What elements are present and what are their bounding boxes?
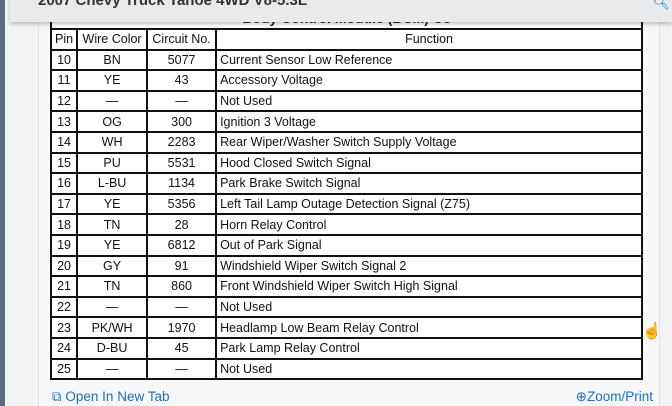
table-row: 13 OG 300 Ignition 3 Voltage	[49, 110, 643, 133]
wire-color-cell: —	[76, 357, 149, 381]
circuit-cell: —	[146, 89, 218, 113]
function-cell: Hood Closed Switch Signal	[215, 151, 643, 175]
function-cell: Rear Wiper/Washer Switch Supply Voltage	[215, 130, 643, 154]
wire-color-cell: —	[76, 295, 149, 319]
function-cell: Left Tail Lamp Outage Detection Signal (…	[215, 192, 643, 216]
wire-color-cell: OG	[76, 110, 149, 133]
pin-cell: 19	[49, 233, 79, 257]
circuit-cell: 5531	[146, 151, 218, 175]
wire-color-cell: PK/WH	[76, 316, 149, 339]
circuit-cell: 2283	[146, 130, 218, 154]
pin-cell: 17	[49, 192, 79, 216]
table-row: 24 D-BU 45 Park Lamp Relay Control	[49, 336, 643, 360]
new-tab-icon: ⧉	[52, 389, 62, 404]
function-cell: Windshield Wiper Switch Signal 2	[215, 254, 643, 278]
pin-cell: 18	[49, 213, 79, 236]
header-title: 2007 Chevy Truck Tahoe 4WD V8-5.3L	[38, 0, 307, 9]
table-row: 14 WH 2283 Rear Wiper/Washer Switch Supply …	[49, 130, 643, 154]
column-header: Circuit No.	[146, 28, 218, 51]
table-row: 25— — Not Used	[49, 357, 643, 381]
function-cell: Not Used	[215, 357, 643, 381]
zoom-icon[interactable]: 🔍︎	[652, 0, 670, 10]
window-edge	[0, 0, 5, 406]
function-cell: Accessory Voltage	[215, 69, 643, 92]
function-cell: Park Brake Switch Signal	[215, 172, 643, 195]
column-header: Pin	[49, 28, 79, 51]
pin-cell: 23	[49, 316, 79, 339]
pin-cell: 15	[49, 151, 79, 175]
table-row: 10 BN 5077 Current Sensor Low Reference	[49, 48, 643, 72]
circuit-cell: —	[146, 357, 218, 381]
pin-cell: 25	[49, 357, 79, 381]
wire-color-cell: PU	[76, 151, 149, 175]
pin-cell: 13	[49, 110, 79, 133]
wire-color-cell: TN	[76, 275, 149, 298]
circuit-cell: 1134	[146, 172, 218, 195]
wire-color-cell: D-BU	[76, 336, 149, 360]
circuit-cell: 28	[146, 213, 218, 236]
pin-cell: 14	[49, 130, 79, 154]
pin-cell: 12	[49, 89, 79, 113]
zoom-label: Zoom/Print	[586, 389, 653, 404]
function-cell: Not Used	[215, 295, 643, 319]
wire-color-cell: GY	[76, 254, 149, 278]
open-in-new-tab-link[interactable]: ⧉ Open In New Tab	[52, 389, 169, 405]
wire-color-cell: L-BU	[76, 172, 149, 195]
table-row: 18 TN 28 Horn Relay Control	[49, 213, 643, 236]
table-row: 19 YE 6812 Out of Park Signal	[49, 233, 643, 257]
pin-cell: 21	[49, 275, 79, 298]
wire-color-cell: YE	[76, 69, 149, 92]
column-header: Wire Color	[76, 28, 149, 51]
circuit-cell: 45	[146, 336, 218, 360]
table-row: 12— — Not Used	[49, 89, 643, 113]
wire-color-cell: BN	[76, 48, 149, 72]
function-cell: Horn Relay Control	[215, 213, 643, 236]
function-cell: Park Lamp Relay Control	[215, 336, 643, 360]
circuit-cell: —	[146, 295, 218, 319]
table-row: 17 YE 5356 Left Tail Lamp Outage Detection …	[49, 192, 643, 216]
wire-color-cell: YE	[76, 233, 149, 257]
table-row: 11 YE 43 Accessory Voltage	[49, 69, 643, 92]
function-cell: Ignition 3 Voltage	[215, 110, 643, 133]
column-header: Function	[215, 28, 643, 51]
circuit-cell: 43	[146, 69, 218, 92]
pin-cell: 24	[49, 336, 79, 360]
table-row: 16 L-BU 1134 Park Brake Switch Signal	[49, 172, 643, 195]
wire-color-cell: WH	[76, 130, 149, 154]
function-cell: Out of Park Signal	[215, 233, 643, 257]
table-row: 20 GY 91 Windshield Wiper Switch Signal 2	[49, 254, 643, 278]
circuit-cell: 91	[146, 254, 218, 278]
table-row: 22— — Not Used	[49, 295, 643, 319]
zoom-print-link[interactable]: ⊕Zoom/Print	[576, 389, 653, 405]
table-row: 23 PK/WH 1970 Headlamp Low Beam Relay Contr…	[49, 316, 643, 339]
circuit-cell: 1970	[146, 316, 218, 339]
function-cell: Current Sensor Low Reference	[215, 48, 643, 72]
circuit-cell: 6812	[146, 233, 218, 257]
wire-color-cell: YE	[76, 192, 149, 216]
hand-cursor-icon: ☝	[642, 323, 662, 340]
wire-color-cell: —	[76, 89, 149, 113]
circuit-cell: 860	[146, 275, 218, 298]
wire-color-cell: TN	[76, 213, 149, 236]
pin-cell: 20	[49, 254, 79, 278]
pin-cell: 11	[49, 69, 79, 92]
pin-cell: 22	[49, 295, 79, 319]
table-row: 21 TN 860 Front Windshield Wiper Switch Hig…	[49, 275, 643, 298]
table-row: 15 PU 5531 Hood Closed Switch Signal	[49, 151, 643, 175]
header-bar: 2007 Chevy Truck Tahoe 4WD V8-5.3L 🔍︎	[10, 0, 672, 22]
pinout-table: Pin Wire Color Circuit No. Function 10 BN 507…	[49, 28, 643, 381]
function-cell: Not Used	[215, 89, 643, 113]
open-label: Open In New Tab	[65, 389, 170, 404]
zoom-in-icon: ⊕	[575, 389, 587, 404]
function-cell: Headlamp Low Beam Relay Control	[215, 316, 643, 339]
pin-cell: 16	[49, 172, 79, 195]
circuit-cell: 5356	[146, 192, 218, 216]
circuit-cell: 5077	[146, 48, 218, 72]
circuit-cell: 300	[146, 110, 218, 133]
pin-cell: 10	[49, 48, 79, 72]
function-cell: Front Windshield Wiper Switch High Signa…	[215, 275, 643, 298]
